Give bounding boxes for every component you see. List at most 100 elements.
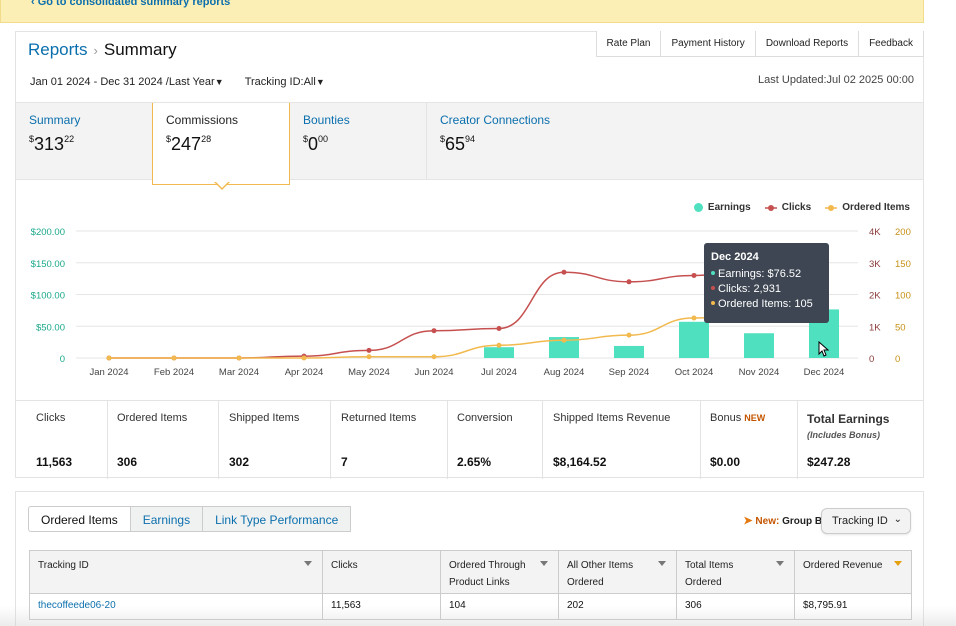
download-reports-button[interactable]: Download Reports xyxy=(754,31,860,57)
earnings-chart: $200.00 4K 200 $150.00 3K 150 $100.00 2K 100 $50.… xyxy=(31,227,911,378)
left-axis-tick: $150.00 xyxy=(31,259,65,270)
tracking-id-value: All xyxy=(303,76,316,88)
chevron-down-icon: ▼ xyxy=(315,77,325,87)
last-updated: Last Updated:Jul 02 2025 00:00 xyxy=(758,74,914,86)
left-axis-tick: $100.00 xyxy=(31,291,65,302)
clicks-point xyxy=(561,269,567,275)
stats-row: Clicks 11,563 Ordered Items 306 Shipped It… xyxy=(16,400,923,479)
ordered-items-point xyxy=(561,337,567,343)
right-axis-tick-clicks: 3K xyxy=(869,259,881,270)
tooltip-clicks: Clicks: 2,931 xyxy=(711,283,822,295)
group-by-select[interactable]: Tracking ID ⌄ xyxy=(821,508,911,534)
x-axis-tick: May 2024 xyxy=(348,367,390,378)
payment-history-button[interactable]: Payment History xyxy=(660,31,756,57)
earnings-bar xyxy=(614,345,644,358)
cell-ordered-through-links: 104 xyxy=(441,594,559,619)
summary-banner: ‹ Go to consolidated summary reports xyxy=(0,0,924,23)
stat-total-earnings: Total Earnings (Includes Bonus) $247.28 xyxy=(807,412,890,469)
tab-label: Commissions xyxy=(166,113,239,127)
megaphone-icon: ➤ xyxy=(743,515,753,527)
column-all-other-items-ordered[interactable]: All Other Items Ordered xyxy=(559,551,677,594)
sort-arrow-icon xyxy=(894,561,902,566)
legend-clicks[interactable]: Clicks xyxy=(764,202,811,213)
right-axis-tick-ordered: 0 xyxy=(895,354,900,365)
tab-creator-connections[interactable]: Creator Connections $6594 xyxy=(427,103,627,180)
earnings-bar xyxy=(549,337,579,358)
cell-ordered-revenue: $8,795.91 xyxy=(803,600,848,611)
left-axis-tick: 0 xyxy=(60,354,65,365)
earnings-bar xyxy=(484,347,514,358)
date-range: Jan 01 2024 - Dec 31 2024 / xyxy=(30,76,169,88)
clicks-point xyxy=(366,347,372,353)
tab-label: Bounties xyxy=(303,113,350,127)
cell-clicks: 11,563 xyxy=(323,594,441,619)
breadcrumb-reports-link[interactable]: Reports xyxy=(28,40,88,59)
tracking-id-link[interactable]: thecoffeede06-20 xyxy=(30,594,323,619)
ordered-items-point xyxy=(301,355,307,361)
summary-tabs: Summary $31322 Commissions $24728 Bounti… xyxy=(16,102,923,185)
chevron-down-icon: ▼ xyxy=(214,77,224,87)
ordered-items-line-icon xyxy=(825,204,838,211)
x-axis-tick: Apr 2024 xyxy=(285,367,324,378)
earnings-bar xyxy=(679,321,709,358)
stat-bonus: Bonus NEW $0.00 xyxy=(700,401,798,479)
legend-ordered-items[interactable]: Ordered Items xyxy=(825,202,910,213)
tab-bounties[interactable]: Bounties $000 xyxy=(290,103,426,180)
tab-link-type-performance[interactable]: Link Type Performance xyxy=(202,506,352,532)
x-axis-tick: Jan 2024 xyxy=(89,367,128,378)
ordered-items-point xyxy=(626,332,632,338)
tab-divider xyxy=(426,103,427,180)
right-axis-tick-clicks: 2K xyxy=(869,291,881,302)
stat-shipped-items-revenue: Shipped Items Revenue $8,164.52 xyxy=(543,401,701,479)
table-tabs: Ordered Items Earnings Link Type Perform… xyxy=(28,506,352,532)
left-axis-tick: $200.00 xyxy=(31,227,65,238)
sort-arrow-icon xyxy=(776,561,784,566)
mouse-cursor-icon xyxy=(818,341,830,357)
legend-earnings[interactable]: Earnings xyxy=(693,202,751,213)
column-total-items-ordered[interactable]: Total Items Ordered xyxy=(677,551,795,594)
tab-ordered-items[interactable]: Ordered Items xyxy=(28,506,131,532)
tab-commissions[interactable]: Commissions $24728 xyxy=(152,103,290,185)
consolidated-reports-link[interactable]: ‹ Go to consolidated summary reports xyxy=(31,0,231,8)
column-tracking-id[interactable]: Tracking ID xyxy=(30,551,323,594)
period-dropdown[interactable]: Last Year▼ xyxy=(169,76,224,88)
tooltip-earnings: Earnings: $76.52 xyxy=(711,268,822,280)
filter-row: Jan 01 2024 - Dec 31 2024 /Last Year▼ Tr… xyxy=(30,76,325,88)
rate-plan-button[interactable]: Rate Plan xyxy=(595,31,662,57)
tab-summary[interactable]: Summary $31322 xyxy=(16,103,152,180)
cell-other-items: 202 xyxy=(559,594,677,619)
column-ordered-revenue[interactable]: Ordered Revenue xyxy=(795,551,912,594)
group-by-value: Tracking ID xyxy=(832,515,888,527)
page-title: Summary xyxy=(103,40,177,59)
stat-returned-items: Returned Items 7 xyxy=(331,401,448,479)
group-by-label: ➤ New: Group By: xyxy=(743,515,831,527)
x-axis-tick: Dec 2024 xyxy=(804,367,845,378)
tab-amount: $31322 xyxy=(29,134,75,154)
stat-shipped-items: Shipped Items 302 xyxy=(219,401,331,479)
x-axis-tick: Mar 2024 xyxy=(219,367,259,378)
right-axis-tick-ordered: 50 xyxy=(895,322,906,333)
feedback-button[interactable]: Feedback xyxy=(858,31,924,57)
stat-clicks: Clicks 11,563 xyxy=(26,401,108,479)
chevron-down-icon: ⌄ xyxy=(893,514,902,525)
tracking-id-dropdown[interactable]: Tracking ID:All▼ xyxy=(245,76,325,88)
tab-earnings[interactable]: Earnings xyxy=(129,506,204,532)
x-axis-tick: Feb 2024 xyxy=(154,367,194,378)
active-tab-caret-fill xyxy=(215,181,229,188)
tooltip-ordered-items: Ordered Items: 105 xyxy=(711,298,822,310)
clicks-point xyxy=(691,272,697,278)
x-axis-tick: Sep 2024 xyxy=(609,367,650,378)
x-axis-tick: Nov 2024 xyxy=(739,367,780,378)
column-clicks[interactable]: Clicks xyxy=(323,551,441,594)
breadcrumb: Reports › Summary xyxy=(28,40,177,60)
column-ordered-through-product-links[interactable]: Ordered Through Product Links xyxy=(441,551,559,594)
ordered-items-point xyxy=(496,342,502,348)
tooltip-title: Dec 2024 xyxy=(711,251,759,263)
right-axis-tick-clicks: 0 xyxy=(869,354,874,365)
ordered-items-point xyxy=(691,315,697,321)
tab-label: Creator Connections xyxy=(440,113,551,127)
left-axis-tick: $50.00 xyxy=(36,322,65,333)
clicks-point xyxy=(496,325,502,331)
right-axis-tick-clicks: 4K xyxy=(869,227,881,238)
earnings-bar xyxy=(744,333,774,358)
